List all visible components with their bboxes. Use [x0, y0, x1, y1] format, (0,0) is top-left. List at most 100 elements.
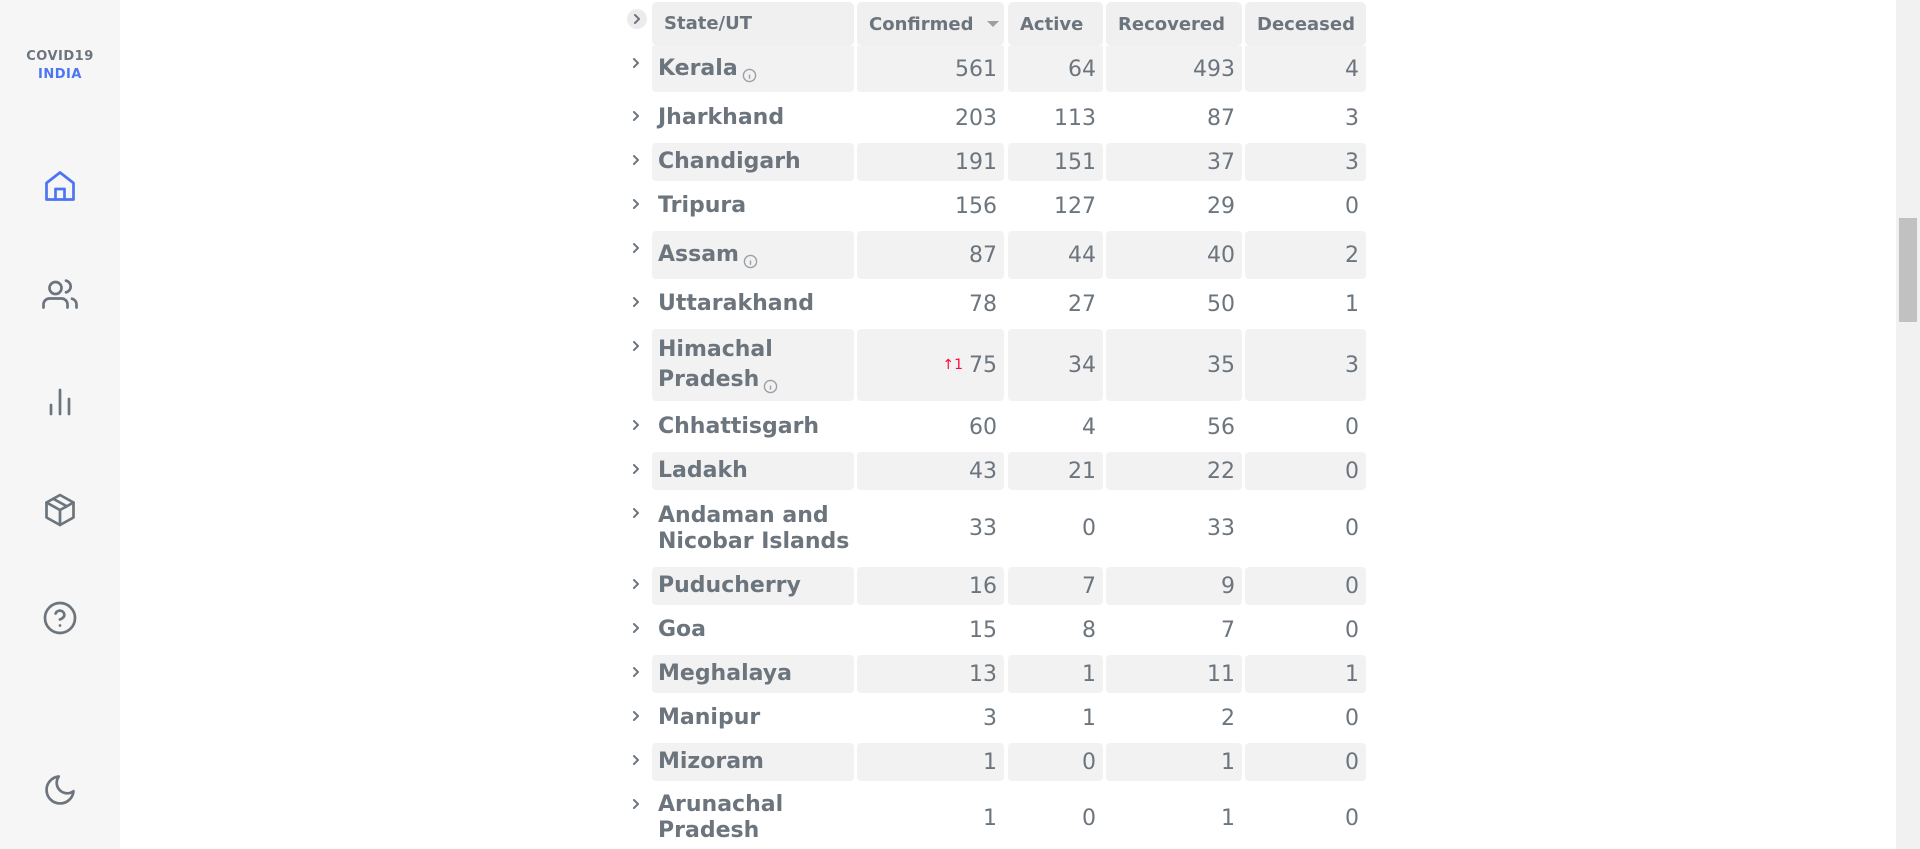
state-cell[interactable]: Arunachal Pradesh	[652, 787, 854, 849]
header-state[interactable]: State/UT	[652, 2, 854, 46]
expand-row-icon[interactable]	[627, 195, 645, 213]
table-row[interactable]: Puducherry 16 7 9 0	[625, 567, 1366, 605]
active-cell: 44	[1008, 231, 1103, 279]
recovered-cell: 9	[1106, 567, 1242, 605]
table-row[interactable]: Himachal Pradesh ↑1 75 34 35 3	[625, 329, 1366, 401]
info-icon[interactable]	[743, 248, 758, 268]
home-icon[interactable]	[39, 165, 81, 207]
header-deceased[interactable]: Deceased	[1245, 2, 1366, 46]
state-cell[interactable]: Uttarakhand	[652, 285, 854, 323]
expand-row-icon[interactable]	[627, 504, 645, 522]
help-icon[interactable]	[39, 597, 81, 639]
deceased-cell: 3	[1245, 143, 1366, 181]
confirmed-cell: 13	[857, 655, 1004, 693]
deceased-cell: 2	[1245, 231, 1366, 279]
expand-all-icon[interactable]	[627, 9, 647, 29]
package-icon[interactable]	[39, 489, 81, 531]
state-cell[interactable]: Jharkhand	[652, 99, 854, 137]
state-cell[interactable]: Meghalaya	[652, 655, 854, 693]
confirmed-cell: 156	[955, 193, 997, 219]
expand-row-icon[interactable]	[627, 575, 645, 593]
expand-row-icon[interactable]	[627, 293, 645, 311]
header-active[interactable]: Active	[1008, 2, 1103, 46]
expand-row-icon[interactable]	[627, 107, 645, 125]
expand-row-icon[interactable]	[627, 54, 645, 72]
state-name: Puducherry	[658, 573, 801, 598]
table-row[interactable]: Arunachal Pradesh 1 0 1 0	[625, 787, 1365, 849]
state-cell[interactable]: Himachal Pradesh	[652, 329, 854, 401]
state-name: Tripura	[658, 193, 747, 218]
active-cell: 34	[1008, 329, 1103, 401]
table-row[interactable]: Chhattisgarh 60 4 56 0	[625, 408, 1365, 446]
state-cell[interactable]: Kerala	[652, 46, 854, 92]
table-row[interactable]: Mizoram 1 0 1 0	[625, 743, 1366, 781]
state-name: Assam	[658, 242, 739, 267]
recovered-cell: 35	[1106, 329, 1242, 401]
info-icon[interactable]	[763, 373, 778, 393]
table-row[interactable]: Assam 87 44 40 2	[625, 231, 1366, 279]
table-row[interactable]: Jharkhand 203 113 87 3	[625, 99, 1365, 137]
expand-row-icon[interactable]	[627, 337, 645, 355]
confirmed-cell: 43	[857, 452, 1004, 490]
state-cell[interactable]: Ladakh	[652, 452, 854, 490]
active-cell: 4	[1082, 414, 1096, 440]
expand-row-icon[interactable]	[627, 795, 645, 813]
state-cell[interactable]: Puducherry	[652, 567, 854, 605]
expand-row-icon[interactable]	[627, 707, 645, 725]
users-icon[interactable]	[39, 273, 81, 315]
recovered-cell: 493	[1106, 46, 1242, 92]
active-cell: 127	[1054, 193, 1096, 219]
state-cell[interactable]: Mizoram	[652, 743, 854, 781]
active-cell: 0	[1082, 805, 1096, 831]
expand-row-icon[interactable]	[627, 151, 645, 169]
header-confirmed[interactable]: Confirmed	[857, 2, 1004, 46]
deceased-cell: 0	[1345, 805, 1359, 831]
expand-row-icon[interactable]	[627, 239, 645, 257]
active-cell: 7	[1008, 567, 1103, 605]
scrollbar-thumb[interactable]	[1899, 218, 1917, 322]
confirmed-cell: 16	[857, 567, 1004, 605]
expand-row-icon[interactable]	[627, 751, 645, 769]
expand-row-icon[interactable]	[627, 663, 645, 681]
table-row[interactable]: Ladakh 43 21 22 0	[625, 452, 1366, 490]
state-cell[interactable]: Chandigarh	[652, 143, 854, 181]
app-logo[interactable]: COVID19 INDIA	[0, 48, 120, 84]
bar-chart-icon[interactable]	[39, 381, 81, 423]
table-row[interactable]: Manipur 3 1 2 0	[625, 699, 1365, 737]
scrollbar[interactable]	[1896, 0, 1920, 849]
active-cell: 1	[1008, 655, 1103, 693]
active-cell: 27	[1068, 291, 1096, 317]
deceased-cell: 4	[1245, 46, 1366, 92]
state-name: Kerala	[658, 56, 738, 81]
confirmed-cell: 203	[955, 105, 997, 131]
table-row[interactable]: Kerala 561 64 493 4	[625, 46, 1366, 92]
active-cell: 113	[1054, 105, 1096, 131]
state-cell[interactable]: Manipur	[652, 699, 854, 737]
state-cell[interactable]: Chhattisgarh	[652, 408, 854, 446]
expand-row-icon[interactable]	[627, 460, 645, 478]
table-row[interactable]: Meghalaya 13 1 11 1	[625, 655, 1366, 693]
table-row[interactable]: Andaman and Nicobar Islands 33 0 33 0	[625, 496, 1365, 561]
header-confirmed-label: Confirmed	[869, 13, 974, 35]
deceased-cell: 0	[1245, 452, 1366, 490]
confirmed-cell: 191	[857, 143, 1004, 181]
expand-row-icon[interactable]	[627, 416, 645, 434]
table-row[interactable]: Uttarakhand 78 27 50 1	[625, 285, 1365, 323]
table-row[interactable]: Goa 15 8 7 0	[625, 611, 1365, 649]
state-name: Manipur	[658, 705, 761, 730]
state-name: Mizoram	[658, 749, 764, 774]
info-icon[interactable]	[742, 62, 757, 82]
state-cell[interactable]: Goa	[652, 611, 854, 649]
confirmed-cell: 60	[969, 414, 997, 440]
expand-row-icon[interactable]	[627, 619, 645, 637]
moon-icon[interactable]	[39, 769, 81, 811]
state-cell[interactable]: Assam	[652, 231, 854, 279]
table-row[interactable]: Tripura 156 127 29 0	[625, 187, 1365, 225]
state-cell[interactable]: Tripura	[652, 187, 854, 225]
state-cell[interactable]: Andaman and Nicobar Islands	[652, 496, 854, 561]
header-recovered[interactable]: Recovered	[1106, 2, 1242, 46]
confirmed-cell: 561	[857, 46, 1004, 92]
state-name: Chandigarh	[658, 149, 801, 174]
table-row[interactable]: Chandigarh 191 151 37 3	[625, 143, 1366, 181]
confirmed-delta: ↑1	[942, 357, 963, 373]
